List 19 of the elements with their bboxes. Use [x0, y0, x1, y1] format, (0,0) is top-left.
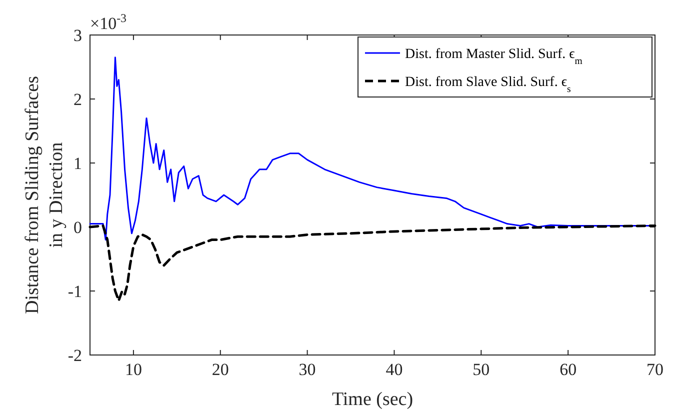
x-tick-label: 60: [560, 360, 577, 379]
x-tick-label: 30: [298, 360, 316, 379]
x-tick-label: 50: [472, 360, 490, 379]
x-tick-label: 70: [646, 360, 664, 379]
x-tick-label: 40: [386, 360, 403, 379]
y-tick-label: 0: [74, 218, 82, 237]
line-series: [88, 224, 656, 302]
y-tick-label: 2: [74, 90, 82, 109]
legend-label: Dist. from Slave Slid. Surf. ϵ$_{s}$: [405, 75, 571, 94]
legend-label: Dist. from Master Slid. Surf. ϵ$_{m}$: [405, 47, 583, 66]
x-tick-label: 10: [124, 360, 142, 379]
y-tick-label: -1: [68, 282, 82, 301]
y-tick-label: 3: [74, 26, 82, 45]
y-tick-label: 1: [74, 154, 82, 173]
x-axis-title: Time (sec): [332, 389, 414, 410]
text: ×10$^{-3}$: [90, 11, 127, 33]
x-tick-label: 20: [212, 360, 229, 379]
y-axis-title: Distance from Sliding Surfaces in y Direction: [22, 76, 67, 314]
y-tick-label: -2: [68, 346, 82, 365]
